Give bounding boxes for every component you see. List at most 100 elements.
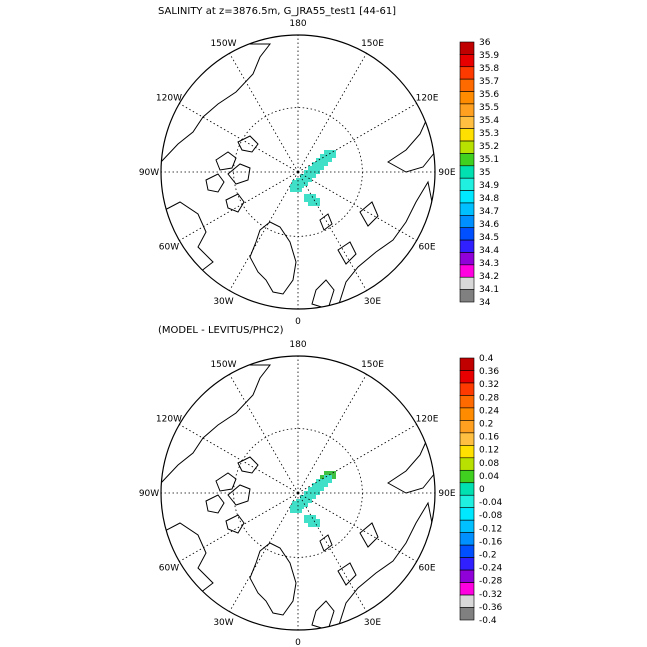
colorbar-swatch <box>459 165 475 179</box>
salinity-cell <box>312 174 316 178</box>
coastline <box>237 135 259 153</box>
salinity-cell <box>298 505 302 509</box>
salinity-cell <box>320 479 324 483</box>
coastline <box>215 472 237 492</box>
coastline <box>319 534 333 552</box>
salinity-cell <box>316 523 320 527</box>
salinity-cell <box>312 162 316 166</box>
longitude-label: 90E <box>438 489 455 499</box>
salinity-cell <box>328 479 332 483</box>
colorbar-label: 34.1 <box>479 285 499 295</box>
salinity-cell <box>304 519 308 523</box>
salinity-cell <box>304 198 308 202</box>
salinity-cell <box>328 158 332 162</box>
colorbar-swatch <box>459 128 475 142</box>
colorbar-label: 34.4 <box>479 246 499 256</box>
colorbar-swatch <box>459 264 475 278</box>
salinity-cell <box>308 519 312 523</box>
longitude-label: 90E <box>438 168 455 178</box>
salinity-cell <box>332 475 336 479</box>
salinity-cell <box>328 154 332 158</box>
colorbar-swatch <box>459 607 475 621</box>
salinity-cell <box>324 479 328 483</box>
colorbar-label: 34.8 <box>479 194 499 204</box>
salinity-cell <box>324 483 328 487</box>
colorbar-swatch <box>459 115 475 129</box>
longitude-label: 30W <box>213 618 233 628</box>
salinity-cell <box>294 184 298 188</box>
colorbar-salinity: 36 35.9 35.8 35.7 35.6 35.5 35.4 35.3 35.2 35.1 35… <box>459 38 499 308</box>
meridian-line <box>229 171 299 291</box>
colorbar-swatch <box>459 594 475 608</box>
meridian-line <box>297 171 417 241</box>
meridian-line <box>297 171 367 291</box>
salinity-cell <box>304 515 308 519</box>
colorbar-swatch <box>459 582 475 596</box>
colorbar-label: 35.5 <box>479 103 499 113</box>
meridian-line <box>229 492 299 612</box>
salinity-cell <box>312 495 316 499</box>
colorbar-swatch <box>459 519 475 533</box>
salinity-cell <box>308 194 312 198</box>
salinity-cell <box>308 166 312 170</box>
colorbar-swatch <box>459 445 475 459</box>
colorbar-label: -0.24 <box>479 564 503 574</box>
colorbar-swatch <box>459 557 475 571</box>
salinity-cell <box>316 162 320 166</box>
salinity-cell <box>304 503 308 507</box>
colorbar-swatch <box>459 357 475 371</box>
colorbar-label: -0.04 <box>479 498 503 508</box>
coastline <box>227 484 251 506</box>
colorbar-label: -0.32 <box>479 590 502 600</box>
longitude-label: 150E <box>361 39 384 49</box>
colorbar-swatch <box>459 482 475 496</box>
colorbar-label: 0.4 <box>479 354 494 364</box>
colorbar-label: 35.8 <box>479 64 499 74</box>
colorbar-label: -0.08 <box>479 511 503 521</box>
coastline <box>249 542 297 616</box>
colorbar-label: -0.36 <box>479 603 503 613</box>
colorbar-swatch <box>459 494 475 509</box>
salinity-cell <box>312 483 316 487</box>
colorbar-swatch <box>459 432 475 446</box>
colorbar-swatch <box>459 382 475 396</box>
salinity-cell <box>304 499 308 503</box>
salinity-cell <box>308 495 312 499</box>
salinity-cell <box>308 499 312 503</box>
salinity-cell <box>298 184 302 188</box>
salinity-cell <box>324 150 328 154</box>
longitude-label: 120E <box>416 415 439 425</box>
colorbar-swatch <box>459 457 475 471</box>
salinity-cell <box>324 162 328 166</box>
colorbar-label: 35.4 <box>479 116 499 126</box>
colorbar-label: 0.36 <box>479 367 499 377</box>
colorbar-label: 0.32 <box>479 380 499 390</box>
salinity-cell <box>316 198 320 202</box>
salinity-cell <box>316 519 320 523</box>
salinity-cell <box>308 487 312 491</box>
longitude-label: 60W <box>159 564 179 574</box>
salinity-cell <box>320 162 324 166</box>
colorbar-difference: 0.4 0.36 0.32 0.28 0.24 0.2 0.16 0.12 0.08 0.04 0 -… <box>459 354 503 626</box>
salinity-cell <box>304 178 308 182</box>
longitude-label: 30W <box>213 297 233 307</box>
colorbar-label: 35.1 <box>479 155 499 165</box>
salinity-cell <box>320 475 324 479</box>
coastline <box>215 151 237 171</box>
colorbar-label: 36 <box>479 38 491 48</box>
colorbar-swatch <box>459 544 475 558</box>
colorbar-swatch <box>459 407 475 421</box>
salinity-cell <box>316 483 320 487</box>
colorbar-label: 0.16 <box>479 433 499 443</box>
colorbar-swatch <box>459 239 475 253</box>
salinity-cell <box>320 166 324 170</box>
meridian-line <box>297 492 417 562</box>
colorbar-label: 34 <box>479 298 491 308</box>
salinity-cell <box>312 515 316 519</box>
meridian-line <box>297 374 367 494</box>
longitude-label: 150E <box>361 360 384 370</box>
salinity-cell <box>324 471 328 475</box>
salinity-cell <box>320 483 324 487</box>
colorbar-label: 34.5 <box>479 233 499 243</box>
